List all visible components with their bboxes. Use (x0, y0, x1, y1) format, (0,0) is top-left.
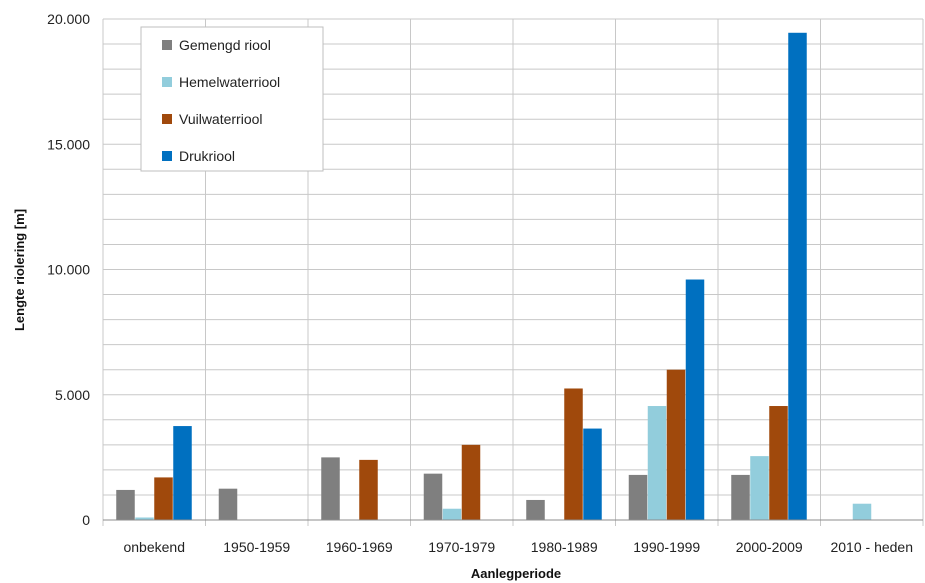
bar (359, 459, 378, 520)
x-axis-title: Aanlegperiode (471, 566, 561, 581)
y-axis-title: Lengte riolering [m] (12, 209, 27, 331)
bar (647, 406, 667, 520)
y-tick-label: 5.000 (55, 387, 90, 403)
bar (731, 474, 750, 520)
gridlines (102, 18, 924, 526)
x-tick-label: 1950-1959 (223, 539, 290, 555)
x-tick-label: onbekend (123, 539, 185, 555)
bar (442, 508, 462, 520)
legend-swatch (162, 40, 172, 50)
y-axis-ticks: 0 5.000 10.000 15.000 20.000 (47, 11, 90, 528)
bar (583, 428, 602, 520)
bars (116, 32, 872, 521)
x-tick-label: 1960-1969 (326, 539, 393, 555)
x-tick-label: 1990-1999 (633, 539, 700, 555)
bar (526, 499, 545, 520)
bar (852, 503, 872, 520)
bar (135, 517, 154, 520)
bar (750, 456, 769, 520)
bar (628, 474, 648, 520)
legend-label: Vuilwaterriool (179, 111, 263, 127)
x-axis-ticks: onbekend 1950-1959 1960-1969 1970-1979 1980-… (123, 539, 913, 555)
y-tick-label: 0 (82, 512, 90, 528)
x-tick-label: 1980-1989 (531, 539, 598, 555)
bar (769, 406, 788, 520)
y-tick-label: 20.000 (47, 11, 90, 27)
legend-box (140, 26, 324, 172)
bar (564, 388, 583, 520)
bar (173, 426, 192, 520)
legend-swatch (162, 151, 172, 161)
bar (116, 489, 135, 520)
bar (461, 444, 481, 520)
bar (788, 32, 807, 521)
legend-swatch (162, 114, 172, 124)
legend-label: Drukriool (179, 148, 235, 164)
bar (423, 473, 443, 520)
y-tick-label: 15.000 (47, 136, 90, 152)
legend-label: Gemengd riool (179, 37, 271, 53)
bar (154, 477, 173, 520)
legend-swatch (162, 77, 172, 87)
legend-label: Hemelwaterriool (179, 74, 280, 90)
x-tick-label: 1970-1979 (428, 539, 495, 555)
y-tick-label: 10.000 (47, 262, 90, 278)
bar (218, 488, 238, 520)
bar (666, 369, 686, 520)
x-tick-label: 2000-2009 (736, 539, 803, 555)
bar (321, 457, 340, 520)
legend: Gemengd riool Hemelwaterriool Vuilwaterrio… (140, 26, 324, 172)
bar (685, 279, 705, 520)
x-tick-label: 2010 - heden (830, 539, 913, 555)
